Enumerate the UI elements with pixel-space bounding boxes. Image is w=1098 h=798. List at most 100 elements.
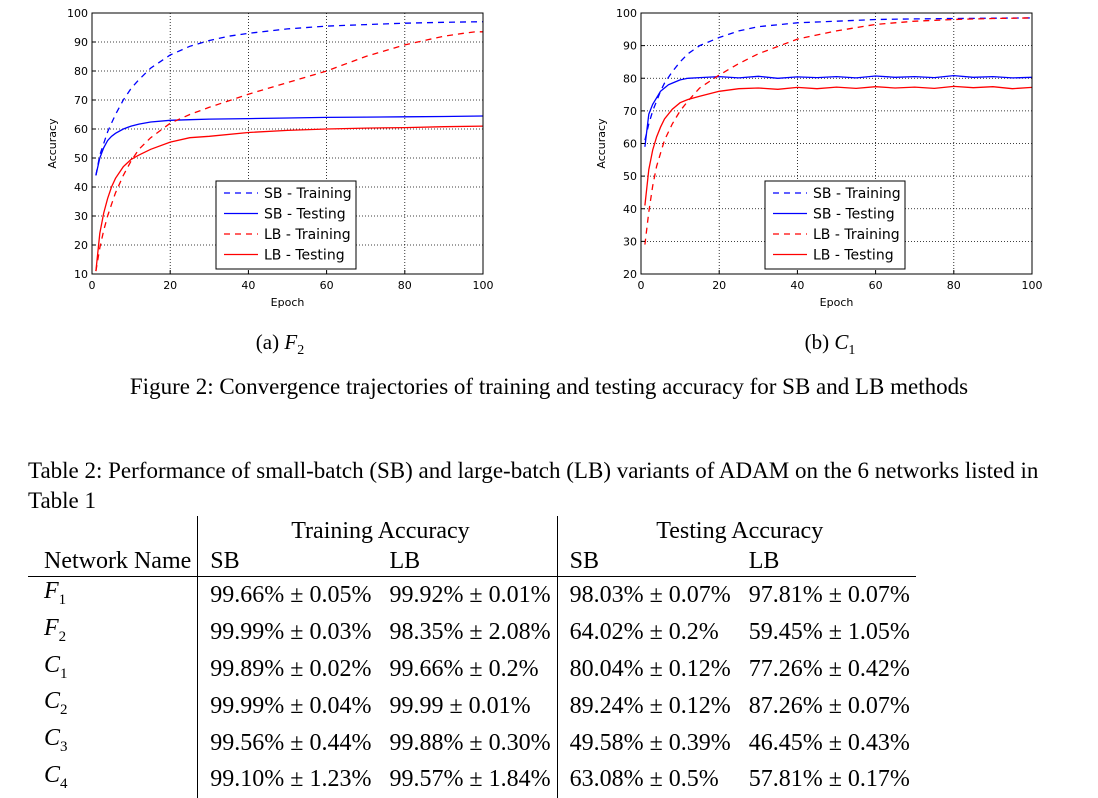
table-group-training: Training Accuracy [197, 516, 558, 546]
column-header-testing-sb: SB [556, 546, 737, 577]
training-sb-cell: 99.99% ± 0.04% [197, 687, 378, 725]
chart-f2-y-tick-label: 20 [74, 239, 88, 252]
column-header-testing-lb: LB [748, 548, 780, 574]
chart-f2-svg: 0 20 40 60 80 100 10 20 30 40 50 60 70 80 90 100 Epoch Ac… [46, 7, 494, 309]
network-name-cell: C3 [28, 724, 198, 761]
chart-f2-series-line-2 [95, 115, 484, 176]
network-subscript: 3 [60, 738, 68, 755]
chart-f2-x-tick-label: 20 [163, 279, 177, 292]
network-name-cell: F2 [28, 614, 198, 651]
chart-f2-x-tick-label: 100 [473, 279, 494, 292]
figure-caption: Figure 2: Convergence trajectories of tr… [129, 374, 969, 399]
chart-f2-y-tick-label: 60 [74, 123, 88, 136]
training-lb-cell: 99.92% ± 0.01% [377, 575, 558, 614]
chart-c1-x-tick-label: 60 [869, 279, 883, 292]
chart-f2-x-tick-label: 40 [241, 279, 255, 292]
training-sb-cell: 99.10% ± 1.23% [197, 760, 378, 798]
subcaption-b-label: (b) [804, 330, 830, 354]
chart-c1-y-tick-label: 70 [623, 105, 637, 118]
table-row: F1 99.66% ± 0.05% 99.92% ± 0.01% 98.03% … [28, 575, 916, 614]
testing-lb-cell: 87.26% ± 0.07% [748, 692, 910, 719]
training-sb-cell: 99.66% ± 0.05% [197, 575, 378, 614]
chart-c1-y-tick-label: 20 [623, 268, 637, 281]
subcaption-a: (a) F2 [130, 330, 430, 359]
testing-sb-cell: 63.08% ± 0.5% [556, 760, 737, 798]
chart-c1-legend-label-3: LB - Training [813, 227, 900, 243]
network-symbol: F [44, 614, 59, 641]
testing-sb-cell: 64.02% ± 0.2% [556, 613, 737, 651]
table-header-empty [28, 516, 198, 546]
network-name-cell: F1 [28, 575, 198, 614]
testing-lb-cell: 57.81% ± 0.17% [748, 766, 910, 793]
table-row: F2 99.99% ± 0.03% 98.35% ± 2.08% 64.02% … [28, 613, 916, 651]
chart-f2-y-axis-label: Accuracy [46, 118, 59, 169]
chart-f2-legend-label-4: LB - Testing [264, 248, 345, 264]
training-sb-cell: 99.99% ± 0.03% [197, 613, 378, 651]
chart-f2-x-tick-label: 0 [89, 279, 96, 292]
testing-lb-cell: 77.26% ± 0.42% [748, 655, 910, 682]
chart-f2: 0 20 40 60 80 100 10 20 30 40 50 60 70 80 90 100 Epoch Ac… [0, 0, 549, 320]
chart-f2-legend-label-2: SB - Testing [264, 207, 346, 223]
chart-f2-y-tick-label: 50 [74, 152, 88, 165]
training-lb-cell: 99.99 ± 0.01% [389, 692, 531, 719]
network-name-cell: C2 [28, 687, 198, 724]
chart-f2-series-line-3 [95, 31, 483, 272]
chart-f2-y-tick-label: 90 [74, 36, 88, 49]
subcaption-b-symbol: C [834, 330, 849, 354]
network-subscript: 1 [60, 665, 68, 682]
chart-f2-series-line-4 [95, 125, 484, 272]
table-row: C3 99.56% ± 0.44% 99.88% ± 0.30% 49.58% … [28, 724, 916, 761]
subcaption-a-label: (a) [255, 330, 280, 354]
subcaption-b: (b) C1 [680, 330, 980, 359]
performance-table: Training Accuracy Testing Accuracy Netwo… [28, 516, 916, 798]
chart-c1-series-line-1 [644, 17, 1033, 141]
chart-f2-axes-frame [91, 12, 484, 275]
network-subscript: 2 [60, 702, 68, 719]
chart-c1-legend-label-2: SB - Testing [813, 207, 895, 223]
testing-sb-cell: 49.58% ± 0.39% [556, 724, 737, 761]
chart-c1-y-tick-label: 80 [623, 72, 637, 85]
network-symbol: C [44, 651, 61, 678]
column-header-training-sb: SB [197, 546, 378, 577]
table-group-testing: Testing Accuracy [556, 516, 916, 546]
chart-c1-y-tick-label: 30 [623, 235, 637, 248]
chart-c1-x-tick-label: 40 [790, 279, 804, 292]
training-lb-cell: 99.66% ± 0.2% [389, 655, 539, 682]
subcaption-a-subscript: 2 [297, 343, 305, 359]
network-subscript: 2 [58, 628, 67, 645]
testing-sb-cell: 89.24% ± 0.12% [556, 687, 737, 725]
chart-f2-x-tick-label: 60 [320, 279, 334, 292]
chart-f2-y-tick-label: 70 [74, 94, 88, 107]
table-caption: Table 2: Performance of small-batch (SB)… [28, 458, 1039, 513]
chart-f2-y-tick-label: 40 [74, 181, 88, 194]
chart-c1-y-tick-label: 60 [623, 138, 637, 151]
chart-c1-svg: 0 20 40 60 80 1002030405060708090100EpochAccu… [595, 7, 1043, 309]
network-symbol: F [44, 578, 59, 604]
chart-f2-series-line-1 [95, 21, 484, 176]
table-column-header-row: Network Name SB LB SB LB [28, 546, 916, 577]
table-group-header-row: Training Accuracy Testing Accuracy [28, 516, 916, 546]
network-subscript: 1 [58, 591, 67, 608]
network-name-cell: C4 [28, 761, 198, 798]
chart-c1-series-line-4 [644, 85, 1033, 206]
testing-sb-cell: 98.03% ± 0.07% [556, 575, 737, 614]
column-header-network-name: Network Name [44, 548, 192, 574]
network-name-cell: C1 [28, 651, 198, 688]
testing-lb-cell: 59.45% ± 1.05% [748, 619, 910, 646]
network-symbol: C [44, 725, 61, 752]
training-lb-cell: 99.57% ± 1.84% [389, 766, 551, 793]
chart-c1-x-axis-label: Epoch [820, 296, 854, 309]
chart-c1-y-tick-label: 50 [623, 170, 637, 183]
chart-c1-legend-label-1: SB - Training [813, 186, 901, 202]
network-symbol: C [44, 688, 61, 715]
chart-f2-legend-label-3: LB - Training [264, 227, 351, 243]
chart-c1-y-tick-label: 90 [623, 40, 637, 53]
chart-c1-series-line-2 [644, 74, 1033, 147]
training-sb-cell: 99.56% ± 0.44% [197, 724, 378, 761]
chart-c1-y-axis-label: Accuracy [595, 118, 608, 169]
chart-c1-x-tick-label: 80 [947, 279, 961, 292]
subcaption-a-symbol: F [284, 330, 298, 354]
chart-f2-x-tick-label: 80 [398, 279, 412, 292]
network-subscript: 4 [60, 775, 68, 792]
chart-c1-series-line-3 [644, 17, 1033, 245]
